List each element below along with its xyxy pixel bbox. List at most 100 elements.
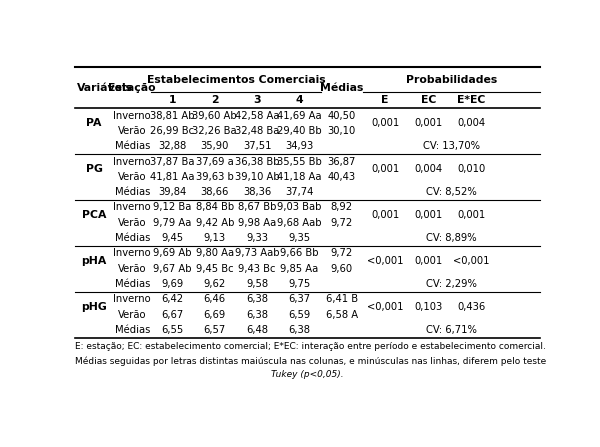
Text: 38,66: 38,66 <box>200 187 229 197</box>
Text: 2: 2 <box>211 95 218 105</box>
Text: 34,93: 34,93 <box>285 141 313 151</box>
Text: 0,103: 0,103 <box>414 302 443 312</box>
Text: 26,99 Bc: 26,99 Bc <box>151 126 194 136</box>
Text: 9,62: 9,62 <box>203 279 226 289</box>
Text: Verão: Verão <box>118 218 146 228</box>
Text: Estação: Estação <box>109 83 156 93</box>
Text: 0,004: 0,004 <box>415 164 442 174</box>
Text: 6,48: 6,48 <box>246 325 268 335</box>
Text: 6,46: 6,46 <box>203 294 226 304</box>
Text: 6,41 B: 6,41 B <box>326 294 358 304</box>
Text: PA: PA <box>86 118 102 128</box>
Text: 0,004: 0,004 <box>457 118 485 128</box>
Text: 0,001: 0,001 <box>414 256 443 266</box>
Text: 0,001: 0,001 <box>371 210 399 220</box>
Text: 35,90: 35,90 <box>200 141 229 151</box>
Text: 9,66 Bb: 9,66 Bb <box>280 249 319 258</box>
Text: 0,001: 0,001 <box>371 118 399 128</box>
Text: 9,75: 9,75 <box>288 279 310 289</box>
Text: Verão: Verão <box>118 172 146 182</box>
Text: 3: 3 <box>253 95 261 105</box>
Text: 42,58 Aa: 42,58 Aa <box>235 110 279 121</box>
Text: <0,001: <0,001 <box>367 302 403 312</box>
Text: E: E <box>382 95 389 105</box>
Text: 4: 4 <box>296 95 303 105</box>
Text: 9,35: 9,35 <box>289 233 310 243</box>
Text: 9,13: 9,13 <box>203 233 226 243</box>
Text: 40,50: 40,50 <box>328 110 356 121</box>
Text: 32,48 Ba: 32,48 Ba <box>235 126 279 136</box>
Text: Médias: Médias <box>115 141 150 151</box>
Text: <0,001: <0,001 <box>453 256 490 266</box>
Text: Verão: Verão <box>118 126 146 136</box>
Text: 9,73 Aab: 9,73 Aab <box>235 249 279 258</box>
Text: Verão: Verão <box>118 264 146 274</box>
Text: 37,87 Ba: 37,87 Ba <box>150 156 194 167</box>
Text: 0,001: 0,001 <box>414 210 443 220</box>
Text: Médias: Médias <box>115 233 150 243</box>
Text: 30,10: 30,10 <box>328 126 356 136</box>
Text: 9,33: 9,33 <box>246 233 268 243</box>
Text: 6,37: 6,37 <box>289 294 310 304</box>
Text: 0,001: 0,001 <box>414 118 443 128</box>
Text: 9,69 Ab: 9,69 Ab <box>153 249 191 258</box>
Text: 9,72: 9,72 <box>331 249 353 258</box>
Text: Médias: Médias <box>115 279 150 289</box>
Text: 6,67: 6,67 <box>161 310 184 320</box>
Text: Probabilidades: Probabilidades <box>406 75 497 84</box>
Text: <0,001: <0,001 <box>367 256 403 266</box>
Text: PG: PG <box>86 164 103 174</box>
Text: Verão: Verão <box>118 310 146 320</box>
Text: 32,88: 32,88 <box>158 141 187 151</box>
Text: PCA: PCA <box>82 210 106 220</box>
Text: Inverno: Inverno <box>113 110 151 121</box>
Text: 36,87: 36,87 <box>328 156 356 167</box>
Text: 9,43 Bc: 9,43 Bc <box>238 264 276 274</box>
Text: 36,38 Bb: 36,38 Bb <box>235 156 279 167</box>
Text: Variáveis: Variáveis <box>77 83 133 93</box>
Text: CV: 2,29%: CV: 2,29% <box>426 279 477 289</box>
Text: 8,92: 8,92 <box>331 202 353 212</box>
Text: 9,98 Aa: 9,98 Aa <box>238 218 276 228</box>
Text: E: estação; EC: estabelecimento comercial; E*EC: interação entre período e estab: E: estação; EC: estabelecimento comercia… <box>75 342 546 351</box>
Text: 9,80 Aa: 9,80 Aa <box>196 249 234 258</box>
Text: 1: 1 <box>169 95 176 105</box>
Text: 9,67 Ab: 9,67 Ab <box>153 264 191 274</box>
Text: 39,63 b: 39,63 b <box>196 172 233 182</box>
Text: Médias: Médias <box>115 325 150 335</box>
Text: 39,84: 39,84 <box>158 187 187 197</box>
Text: 9,68 Aab: 9,68 Aab <box>277 218 322 228</box>
Text: CV: 8,89%: CV: 8,89% <box>426 233 477 243</box>
Text: 38,81 Ab: 38,81 Ab <box>150 110 194 121</box>
Text: pHG: pHG <box>81 302 107 312</box>
Text: 37,69 a: 37,69 a <box>196 156 233 167</box>
Text: 9,72: 9,72 <box>331 218 353 228</box>
Text: 9,85 Aa: 9,85 Aa <box>280 264 319 274</box>
Text: 6,42: 6,42 <box>161 294 184 304</box>
Text: 9,60: 9,60 <box>331 264 353 274</box>
Text: 6,55: 6,55 <box>161 325 184 335</box>
Text: 9,69: 9,69 <box>161 279 184 289</box>
Text: 9,58: 9,58 <box>246 279 268 289</box>
Text: Estabelecimentos Comerciais: Estabelecimentos Comerciais <box>146 75 325 84</box>
Text: 9,45 Bc: 9,45 Bc <box>196 264 233 274</box>
Text: 41,81 Aa: 41,81 Aa <box>150 172 194 182</box>
Text: 0,010: 0,010 <box>457 164 485 174</box>
Text: 9,42 Ab: 9,42 Ab <box>196 218 234 228</box>
Text: 40,43: 40,43 <box>328 172 356 182</box>
Text: 8,67 Bb: 8,67 Bb <box>238 202 276 212</box>
Text: 6,69: 6,69 <box>203 310 226 320</box>
Text: CV: 13,70%: CV: 13,70% <box>423 141 480 151</box>
Text: 6,57: 6,57 <box>203 325 226 335</box>
Text: Médias seguidas por letras distintas maiúscula nas colunas, e minúsculas nas lin: Médias seguidas por letras distintas mai… <box>75 356 546 366</box>
Text: E*EC: E*EC <box>457 95 485 105</box>
Text: 9,12 Ba: 9,12 Ba <box>153 202 191 212</box>
Text: 29,40 Bb: 29,40 Bb <box>277 126 322 136</box>
Text: 41,69 Aa: 41,69 Aa <box>277 110 322 121</box>
Text: Inverno: Inverno <box>113 249 151 258</box>
Text: 9,45: 9,45 <box>161 233 184 243</box>
Text: 41,18 Aa: 41,18 Aa <box>277 172 322 182</box>
Text: Médias: Médias <box>115 187 150 197</box>
Text: 37,51: 37,51 <box>243 141 271 151</box>
Text: EC: EC <box>421 95 436 105</box>
